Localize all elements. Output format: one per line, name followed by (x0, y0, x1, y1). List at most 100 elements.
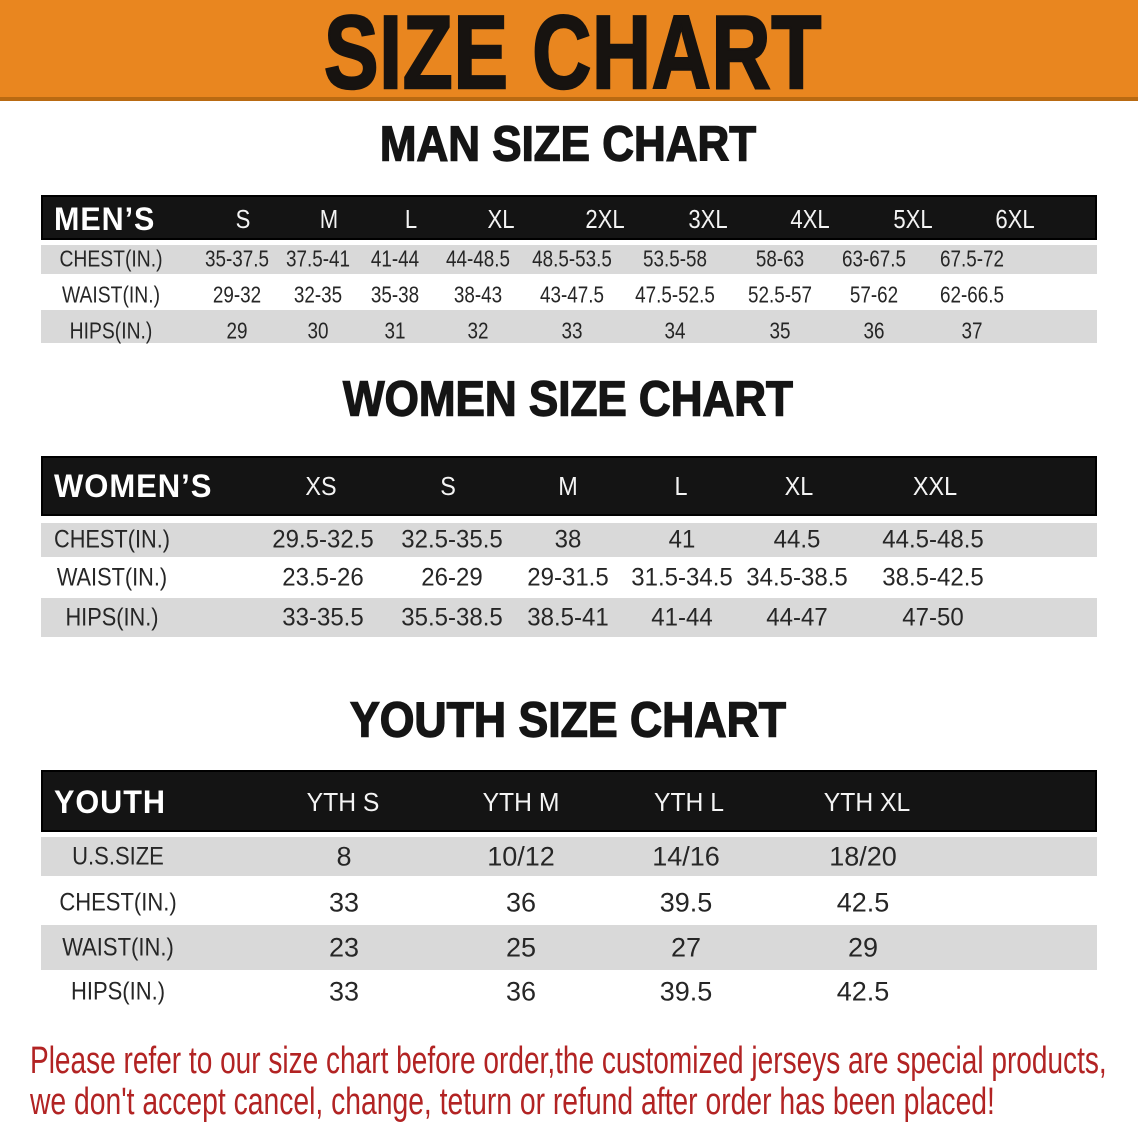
row-label: HIPS(IN.) (69, 317, 153, 343)
table-cell: 44.5-48.5 (882, 525, 984, 554)
table-cell: 36 (505, 976, 537, 1007)
size-column-header: 3XL (688, 204, 728, 234)
table-cell: 53.5-58 (643, 245, 707, 272)
table-header-bar (41, 770, 1097, 832)
table-cell: 38.5-41 (527, 603, 609, 632)
size-column-header: YTH S (306, 787, 380, 817)
row-shade-band (41, 523, 1097, 557)
table-cell: 33 (328, 887, 360, 918)
size-column-header: YTH L (653, 787, 725, 817)
size-column-header: XL (784, 471, 814, 501)
size-column-header: M (319, 204, 339, 234)
table-cell: 33 (328, 976, 360, 1007)
row-shade-band (41, 837, 1097, 876)
table-corner-label: WOMEN’S (54, 468, 213, 504)
table-cell: 35 (769, 317, 791, 343)
table-cell: 57-62 (849, 281, 899, 307)
table-cell: 63-67.5 (842, 245, 906, 272)
row-label: HIPS(IN.) (70, 977, 166, 1006)
size-column-header: L (674, 471, 688, 501)
table-cell: 26-29 (421, 563, 483, 592)
row-shade-band (41, 310, 1097, 343)
table-cell: 41-44 (651, 603, 713, 632)
table-cell: 38-43 (453, 281, 503, 307)
table-cell: 31.5-34.5 (631, 563, 733, 592)
table-cell: 8 (336, 841, 352, 872)
table-cell: 34.5-38.5 (746, 563, 848, 592)
table-cell: 37.5-41 (286, 245, 350, 272)
table-cell: 25 (505, 932, 537, 962)
table-cell: 52.5-57 (748, 281, 812, 307)
table-cell: 23 (328, 932, 360, 962)
section-heading: YOUTH SIZE CHART (349, 693, 787, 748)
table-cell: 33-35.5 (282, 603, 364, 632)
table-cell: 29-32 (212, 281, 262, 307)
row-label: CHEST(IN.) (59, 888, 177, 917)
table-header-bar (41, 195, 1097, 240)
table-cell: 44.5 (773, 525, 821, 554)
banner (0, 0, 1138, 101)
size-column-header: L (404, 204, 418, 234)
size-column-header: 4XL (790, 204, 830, 234)
table-cell: 42.5 (836, 887, 890, 918)
row-label: CHEST(IN.) (54, 525, 170, 554)
table-cell: 42.5 (836, 976, 890, 1007)
table-cell: 67.5-72 (940, 245, 1004, 272)
row-label: WAIST(IN.) (62, 933, 174, 961)
size-column-header: XS (305, 471, 337, 501)
table-cell: 10/12 (487, 841, 555, 872)
size-column-header: 6XL (995, 204, 1035, 234)
table-cell: 43-47.5 (540, 281, 604, 307)
size-column-header: XXL (912, 471, 958, 501)
row-label: U.S.SIZE (72, 842, 164, 871)
disclaimer-line: we don't accept cancel, change, teturn o… (30, 1080, 995, 1123)
table-cell: 29 (226, 317, 248, 343)
size-column-header: YTH M (482, 787, 560, 817)
table-cell: 37 (961, 317, 983, 343)
table-cell: 36 (863, 317, 885, 343)
table-cell: 47.5-52.5 (635, 281, 715, 307)
size-column-header: 5XL (893, 204, 933, 234)
table-cell: 38.5-42.5 (882, 563, 984, 592)
table-cell: 18/20 (829, 841, 897, 872)
size-column-header: M (558, 471, 578, 501)
row-shade-band (41, 598, 1097, 637)
table-cell: 29 (847, 932, 879, 962)
table-cell: 31 (384, 317, 406, 343)
banner-title: SIZE CHART (323, 0, 823, 111)
size-column-header: YTH XL (823, 787, 911, 817)
section-heading: WOMEN SIZE CHART (342, 372, 793, 427)
table-cell: 36 (505, 887, 537, 918)
table-cell: 48.5-53.5 (532, 245, 612, 272)
section-heading: MAN SIZE CHART (379, 117, 757, 172)
table-cell: 23.5-26 (282, 563, 364, 592)
table-cell: 33 (561, 317, 583, 343)
row-label: HIPS(IN.) (65, 603, 159, 632)
table-cell: 29.5-32.5 (272, 525, 374, 554)
table-cell: 41 (668, 525, 696, 554)
table-cell: 29-31.5 (527, 563, 609, 592)
disclaimer-line: Please refer to our size chart before or… (30, 1040, 1107, 1082)
table-cell: 34 (664, 317, 686, 343)
row-label: WAIST(IN.) (56, 563, 168, 592)
table-cell: 39.5 (659, 887, 713, 918)
row-label: WAIST(IN.) (61, 281, 161, 307)
size-column-header: 2XL (585, 204, 625, 234)
table-cell: 35.5-38.5 (401, 603, 503, 632)
table-cell: 58-63 (755, 245, 805, 272)
row-label: CHEST(IN.) (59, 245, 163, 272)
table-cell: 27 (670, 932, 702, 962)
table-header-bar (41, 456, 1097, 516)
table-cell: 32-35 (293, 281, 343, 307)
table-cell: 32.5-35.5 (401, 525, 503, 554)
table-cell: 35-38 (370, 281, 420, 307)
table-cell: 14/16 (652, 841, 720, 872)
table-cell: 41-44 (370, 245, 420, 272)
table-cell: 38 (554, 525, 582, 554)
table-cell: 62-66.5 (940, 281, 1004, 307)
size-column-header: S (440, 471, 456, 501)
size-column-header: S (235, 204, 251, 234)
size-column-header: XL (487, 204, 515, 234)
table-cell: 32 (467, 317, 489, 343)
